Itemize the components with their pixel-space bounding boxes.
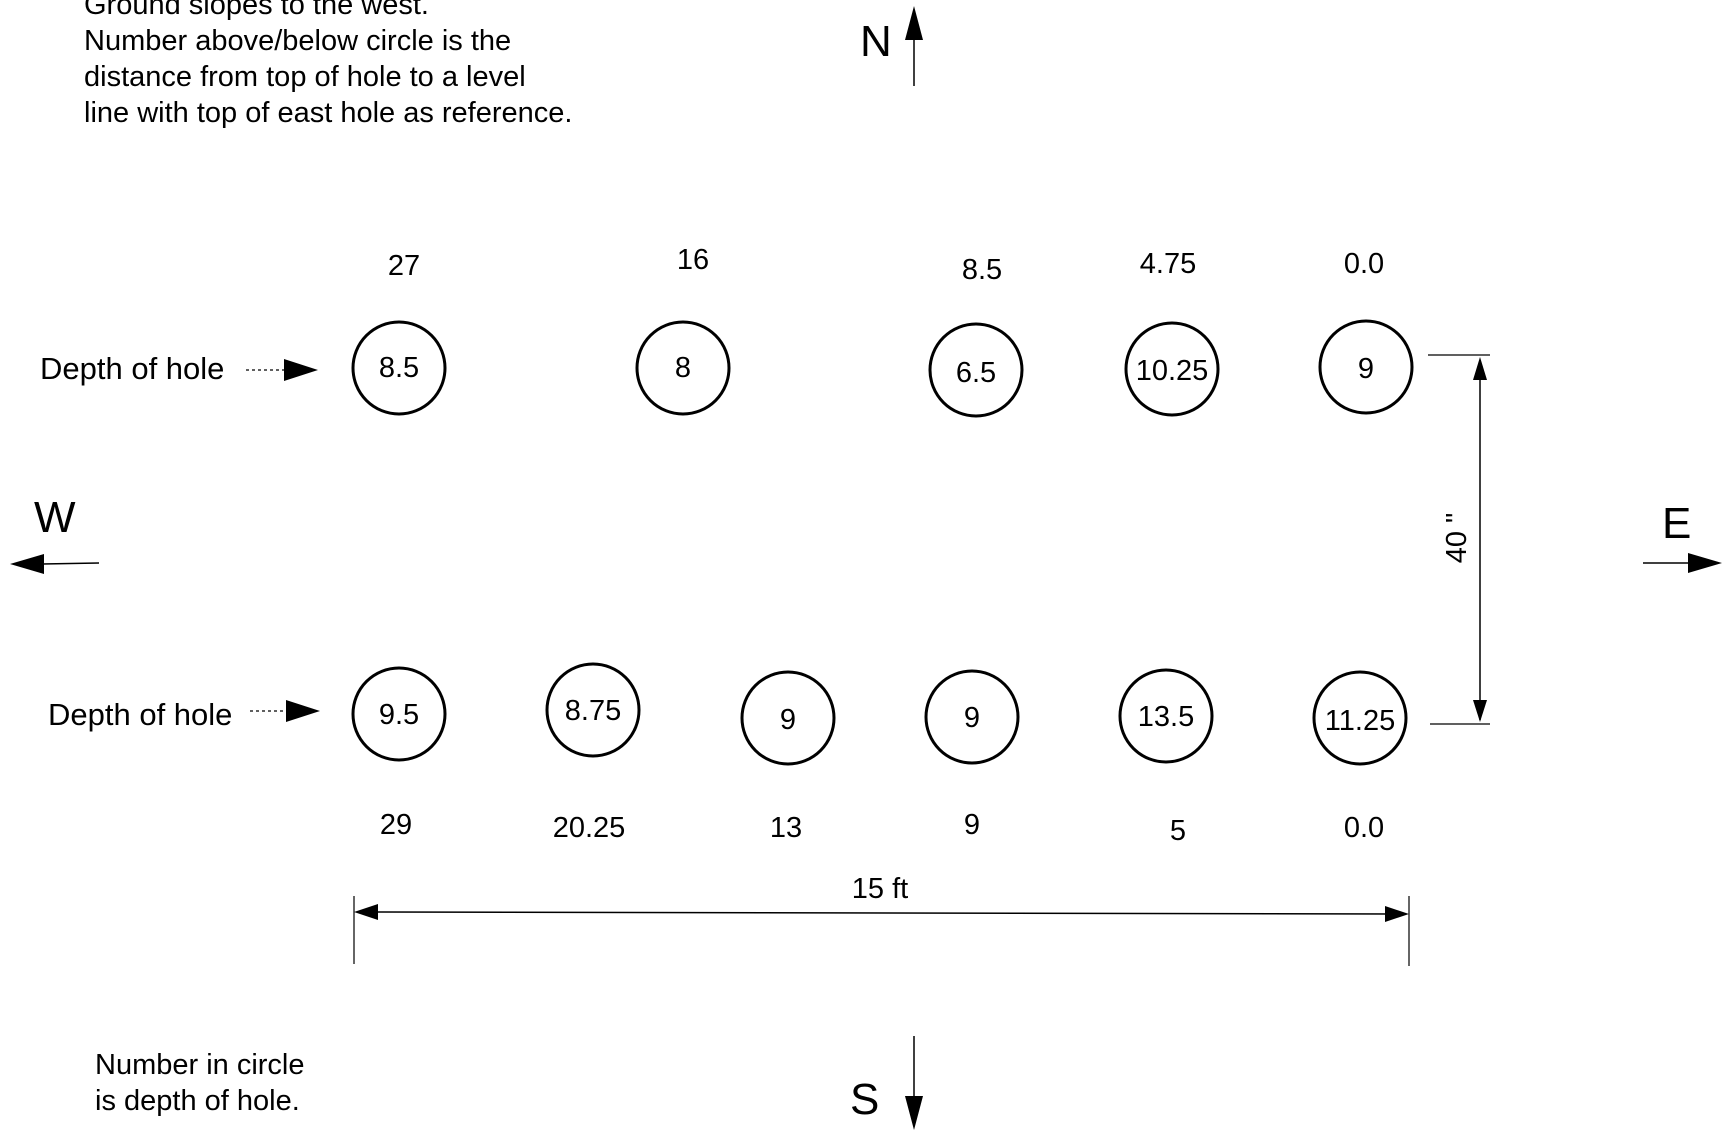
hole-level: 27 (388, 250, 420, 282)
west-label: W (34, 493, 76, 542)
south-label: S (850, 1075, 879, 1124)
hole-depth: 8.5 (379, 352, 419, 384)
depth-callout-south: Depth of hole (48, 697, 320, 732)
east-arrow-icon (1643, 553, 1722, 573)
hole-level: 8.5 (962, 254, 1002, 286)
depth-callout-north: Depth of hole (40, 351, 318, 386)
north-label: N (860, 17, 892, 66)
hole: 9 0.0 (1318, 248, 1414, 415)
east-label: E (1662, 499, 1691, 548)
note-line-3: distance from top of hole to a level (84, 61, 526, 93)
bottom-note-line-2: is depth of hole. (95, 1085, 300, 1117)
row-spacing-dimension: 40 " (1428, 354, 1490, 725)
width-label: 15 ft (852, 873, 908, 905)
hole: 9 13 (740, 670, 836, 844)
note-line-2: Number above/below circle is the (84, 25, 511, 57)
south-arrow-icon (905, 1036, 923, 1130)
width-dimension: 15 ft (353, 873, 1410, 966)
north-arrow-icon (905, 6, 923, 86)
hole-depth: 8 (675, 352, 691, 384)
hole-depth: 11.25 (1325, 705, 1395, 737)
hole: 13.5 5 (1118, 668, 1214, 847)
hole-depth: 6.5 (956, 357, 996, 389)
hole: 8.75 20.25 (545, 662, 641, 844)
hole-depth: 9 (780, 704, 796, 736)
hole-level: 13 (770, 812, 802, 844)
hole-level: 16 (677, 244, 709, 276)
hole: 10.25 4.75 (1124, 248, 1220, 417)
hole: 6.5 8.5 (928, 254, 1024, 418)
south-row: 9.5 29 8.75 20.25 9 13 9 9 13.5 5 11.25 … (351, 662, 1408, 847)
hole-level: 5 (1170, 815, 1186, 847)
hole-level: 4.75 (1140, 248, 1196, 280)
hole-depth: 10.25 (1136, 355, 1209, 387)
bottom-note-line-1: Number in circle (95, 1049, 305, 1081)
top-notes: Ground slopes to the west. Number above/… (84, 0, 572, 129)
hole: 8 16 (635, 244, 731, 416)
hole-depth: 8.75 (565, 695, 621, 727)
hole-depth: 9 (964, 702, 980, 734)
bottom-notes: Number in circle is depth of hole. (95, 1049, 305, 1117)
depth-of-hole-label-south: Depth of hole (48, 697, 232, 732)
hole: 9.5 29 (351, 666, 447, 841)
hole-level: 9 (964, 809, 980, 841)
note-line-4: line with top of east hole as reference. (84, 97, 572, 129)
hole: 8.5 27 (351, 250, 447, 416)
hole-depth: 9 (1358, 353, 1374, 385)
depth-of-hole-label-north: Depth of hole (40, 351, 224, 386)
hole-depth: 13.5 (1138, 701, 1194, 733)
west-arrow-icon (10, 554, 100, 574)
hole: 9 9 (924, 669, 1020, 841)
note-line-1: Ground slopes to the west. (84, 0, 429, 21)
hole: 11.25 0.0 (1312, 670, 1408, 844)
hole-level: 0.0 (1344, 812, 1384, 844)
hole-level: 20.25 (553, 812, 626, 844)
row-spacing-label: 40 " (1441, 513, 1473, 564)
hole-level: 0.0 (1344, 248, 1384, 280)
hole-depth: 9.5 (379, 699, 419, 731)
north-row: 8.5 27 8 16 6.5 8.5 10.25 4.75 9 0.0 (351, 244, 1414, 418)
hole-level: 29 (380, 809, 412, 841)
